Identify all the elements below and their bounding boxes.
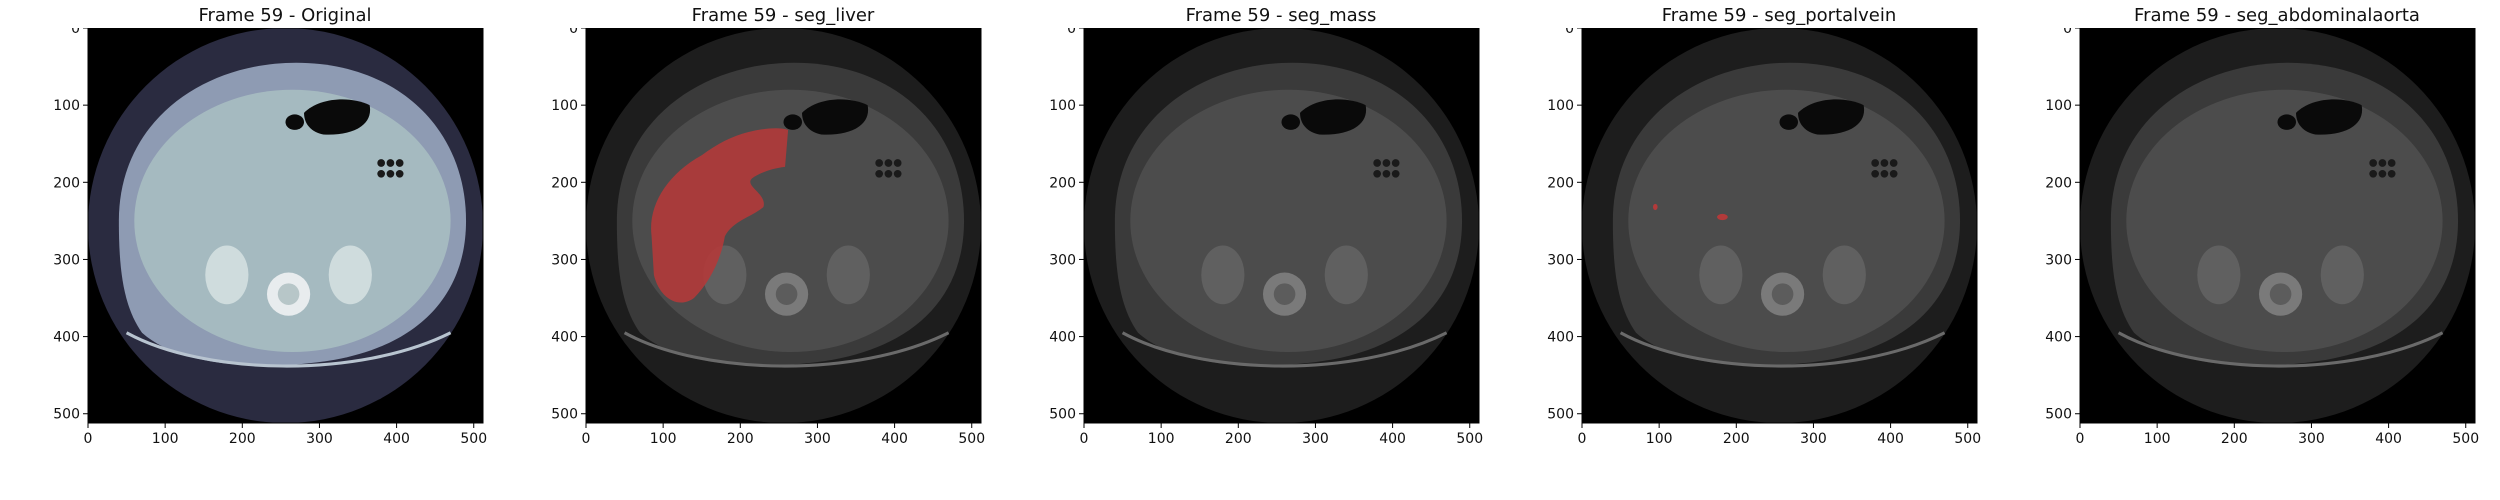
panel-seg-mass: Frame 59 - seg_mass 0 0 100 100 200 200 300 300… bbox=[1046, 0, 1516, 500]
x-tick-label: 200 bbox=[1225, 431, 1252, 447]
y-tick-label: 400 bbox=[1547, 330, 1574, 346]
axes-frame bbox=[1581, 27, 1978, 424]
x-tick-label: 200 bbox=[229, 431, 256, 447]
image-axes: 0 0 100 100 200 200 300 300 400 400 500 500 bbox=[2042, 21, 2482, 468]
x-tick-label: 100 bbox=[2144, 431, 2171, 447]
x-tick-label: 0 bbox=[84, 431, 93, 447]
y-tick-label: 400 bbox=[551, 330, 578, 346]
x-tick-label: 300 bbox=[1302, 431, 1329, 447]
y-tick-label: 500 bbox=[1049, 407, 1076, 423]
axes-frame bbox=[585, 27, 982, 424]
x-tick-label: 200 bbox=[727, 431, 754, 447]
image-axes: 0 0 100 100 200 200 300 300 400 400 500 500 bbox=[548, 21, 988, 468]
x-tick-label: 0 bbox=[1080, 431, 1089, 447]
y-tick-label: 100 bbox=[1547, 98, 1574, 114]
y-tick-label: 200 bbox=[53, 175, 80, 191]
y-tick-label: 300 bbox=[551, 252, 578, 268]
y-tick-label: 300 bbox=[1049, 252, 1076, 268]
ct-slice-image bbox=[1582, 28, 1977, 423]
image-axes: 0 0 100 100 200 200 300 300 400 400 500 500 bbox=[50, 21, 490, 468]
ct-slice-image bbox=[2080, 28, 2475, 423]
y-tick-label: 500 bbox=[2045, 407, 2072, 423]
panel-title: Frame 59 - seg_liver bbox=[691, 5, 875, 26]
y-tick-label: 0 bbox=[71, 28, 80, 37]
x-tick-label: 300 bbox=[804, 431, 831, 447]
axes-frame bbox=[1083, 27, 1480, 424]
y-tick-label: 400 bbox=[53, 330, 80, 346]
y-tick-label: 400 bbox=[1049, 330, 1076, 346]
y-tick-label: 300 bbox=[2045, 252, 2072, 268]
panel-original: Frame 59 - Original 0 0 100 100 200 200 300 300… bbox=[50, 0, 520, 500]
panel-seg-liver: Frame 59 - seg_liver 0 0 100 100 200 200 300 30… bbox=[548, 0, 1018, 500]
ct-slice-image bbox=[1084, 28, 1479, 423]
y-tick-label: 300 bbox=[53, 252, 80, 268]
y-tick-label: 100 bbox=[53, 98, 80, 114]
x-tick-label: 0 bbox=[2076, 431, 2085, 447]
x-tick-label: 300 bbox=[2298, 431, 2325, 447]
image-axes: 0 0 100 100 200 200 300 300 400 400 500 500 bbox=[1046, 21, 1486, 468]
x-tick-label: 100 bbox=[650, 431, 677, 447]
ct-slice-image bbox=[88, 28, 483, 423]
panel-title: Frame 59 - seg_portalvein bbox=[1661, 5, 1897, 26]
x-tick-label: 400 bbox=[383, 431, 410, 447]
panel-title: Frame 59 - seg_mass bbox=[1185, 5, 1377, 26]
panel-title: Frame 59 - Original bbox=[198, 5, 372, 26]
y-tick-label: 200 bbox=[2045, 175, 2072, 191]
x-tick-label: 500 bbox=[958, 431, 985, 447]
y-tick-label: 400 bbox=[2045, 330, 2072, 346]
x-tick-label: 100 bbox=[152, 431, 179, 447]
axes-frame bbox=[2079, 27, 2476, 424]
panel-seg-portalvein: Frame 59 - seg_portalvein 0 0 100 100 200 200… bbox=[1544, 0, 2014, 500]
x-tick-label: 200 bbox=[1723, 431, 1750, 447]
x-tick-label: 500 bbox=[460, 431, 487, 447]
x-tick-label: 500 bbox=[2452, 431, 2479, 447]
y-tick-label: 500 bbox=[1547, 407, 1574, 423]
y-tick-label: 0 bbox=[1565, 28, 1574, 37]
y-tick-label: 0 bbox=[2063, 28, 2072, 37]
x-tick-label: 400 bbox=[2375, 431, 2402, 447]
liver-mask bbox=[651, 128, 789, 303]
y-tick-label: 100 bbox=[551, 98, 578, 114]
x-tick-label: 400 bbox=[1379, 431, 1406, 447]
portalvein-mask bbox=[1717, 213, 1728, 221]
x-tick-label: 500 bbox=[1456, 431, 1483, 447]
y-tick-label: 0 bbox=[569, 28, 578, 37]
portalvein-mask bbox=[1652, 203, 1658, 211]
x-tick-label: 200 bbox=[2221, 431, 2248, 447]
x-tick-label: 500 bbox=[1954, 431, 1981, 447]
ct-slice-image bbox=[586, 28, 981, 423]
x-tick-label: 0 bbox=[1578, 431, 1587, 447]
x-tick-label: 400 bbox=[881, 431, 908, 447]
x-tick-label: 100 bbox=[1148, 431, 1175, 447]
y-tick-label: 0 bbox=[1067, 28, 1076, 37]
x-tick-label: 300 bbox=[306, 431, 333, 447]
image-axes: 0 0 100 100 200 200 300 300 400 400 500 500 bbox=[1544, 21, 1984, 468]
y-tick-label: 200 bbox=[1049, 175, 1076, 191]
y-tick-label: 500 bbox=[551, 407, 578, 423]
axes-frame bbox=[87, 27, 484, 424]
y-tick-label: 500 bbox=[53, 407, 80, 423]
x-tick-label: 400 bbox=[1877, 431, 1904, 447]
x-tick-label: 100 bbox=[1646, 431, 1673, 447]
y-tick-label: 200 bbox=[1547, 175, 1574, 191]
y-tick-label: 200 bbox=[551, 175, 578, 191]
y-tick-label: 100 bbox=[1049, 98, 1076, 114]
panel-title: Frame 59 - seg_abdominalaorta bbox=[2134, 5, 2420, 26]
y-tick-label: 300 bbox=[1547, 252, 1574, 268]
x-tick-label: 0 bbox=[582, 431, 591, 447]
panel-seg-abdominalaorta: Frame 59 - seg_abdominalaorta 0 0 100 100 20… bbox=[2042, 0, 2500, 500]
x-tick-label: 300 bbox=[1800, 431, 1827, 447]
y-tick-label: 100 bbox=[2045, 98, 2072, 114]
